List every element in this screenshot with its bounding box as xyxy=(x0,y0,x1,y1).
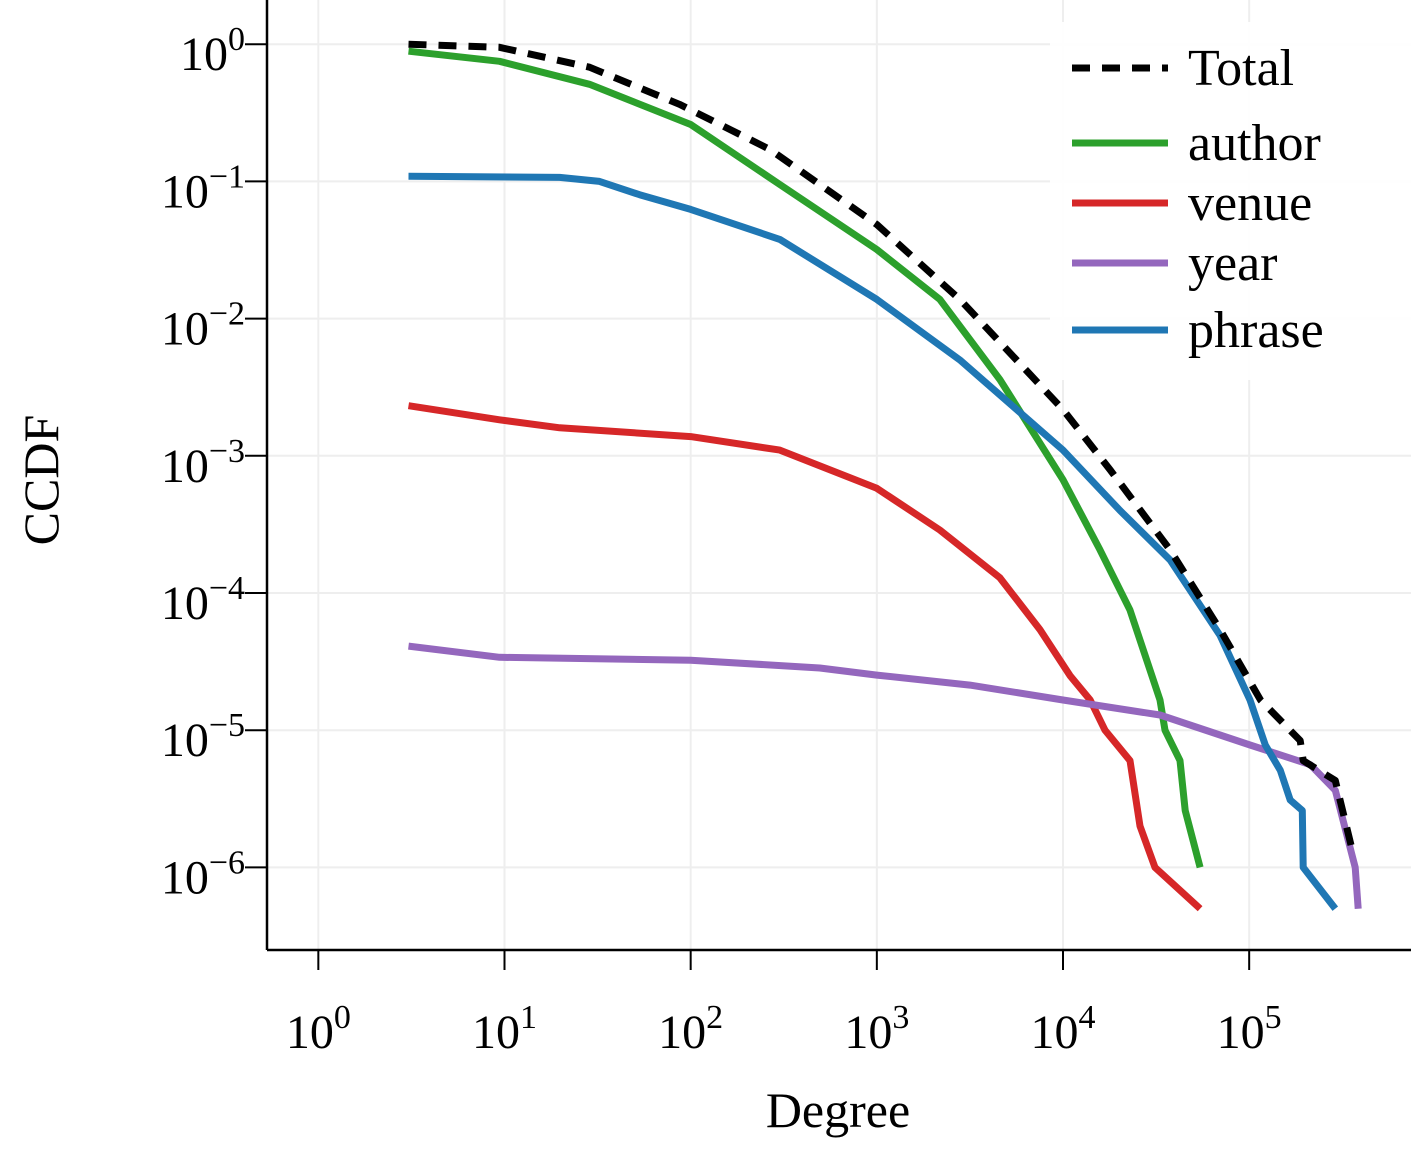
x-tick-label: 104 xyxy=(1031,999,1096,1059)
x-tick-label: 100 xyxy=(286,999,351,1059)
series-line-phrase xyxy=(408,172,1339,911)
legend-label-year: year xyxy=(1188,235,1277,292)
y-tick-label: 10−4 xyxy=(161,570,245,630)
y-axis-label: CCDF xyxy=(13,415,69,546)
x-tick-label: 101 xyxy=(472,999,537,1059)
legend-label-phrase: phrase xyxy=(1188,302,1324,359)
series-lines xyxy=(407,40,1362,912)
x-axis-label: Degree xyxy=(766,1082,910,1138)
x-tick-label: 103 xyxy=(844,999,909,1059)
axes: 100 101 102 103 104 105 100 10−1 10−2 10−3 10−4 10−… xyxy=(161,0,1411,1059)
x-tick-label: 105 xyxy=(1217,999,1282,1059)
series-line-year xyxy=(408,642,1362,909)
series-line-author xyxy=(408,47,1204,869)
legend-label-venue: venue xyxy=(1188,175,1312,232)
x-tick-label: 102 xyxy=(658,999,723,1059)
series-line-venue xyxy=(407,402,1203,912)
y-tick-label: 10−3 xyxy=(161,433,245,493)
y-tick-label: 10−5 xyxy=(161,707,245,767)
y-tick-label: 10−2 xyxy=(161,296,245,356)
y-tick-label: 10−6 xyxy=(161,844,245,904)
y-tick-label: 100 xyxy=(180,21,245,81)
legend-label-author: author xyxy=(1188,115,1321,172)
legend-label-total: Total xyxy=(1188,40,1294,97)
series-line-total xyxy=(408,40,1356,852)
y-tick-label: 10−1 xyxy=(161,158,245,218)
